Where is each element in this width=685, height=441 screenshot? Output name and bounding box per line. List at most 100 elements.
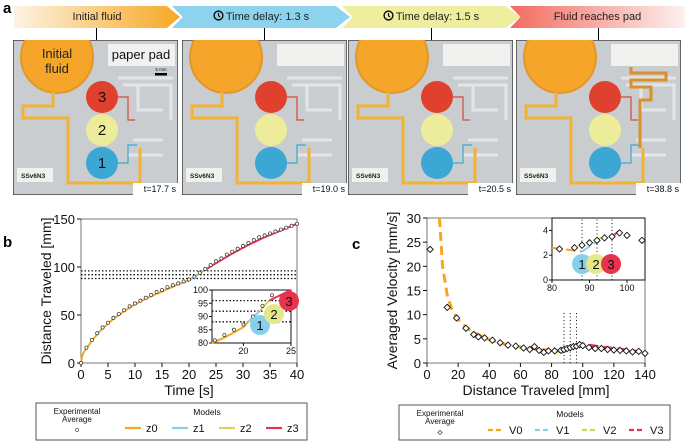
inset-y-tick-label: 0 xyxy=(543,275,548,285)
experimental-point xyxy=(241,243,245,248)
experimental-point xyxy=(615,229,624,237)
inset-x-tick-label: 100 xyxy=(619,283,634,293)
experimental-point xyxy=(578,241,586,250)
inset-y-tick-label: 4 xyxy=(543,225,548,235)
experimental-point xyxy=(89,338,94,342)
svg-text:1: 1 xyxy=(98,155,106,172)
timeline-step-label: Initial fluid xyxy=(72,11,122,23)
experimental-point xyxy=(222,333,227,337)
experimental-point xyxy=(638,236,646,245)
region-marker-2 xyxy=(264,304,284,324)
timeline-pointer xyxy=(96,28,97,40)
clock-icon xyxy=(383,10,394,24)
svg-text:fluid: fluid xyxy=(45,61,69,76)
legend-box xyxy=(35,402,308,441)
x-axis-label: Time [s] xyxy=(164,382,213,398)
experimental-point xyxy=(496,338,504,347)
experimental-point xyxy=(578,341,587,350)
model-line-z3 xyxy=(203,222,298,272)
experimental-point xyxy=(585,343,593,352)
timeline-step: Fluid reaches pad xyxy=(510,6,685,28)
legend-models-title: Models xyxy=(193,407,220,417)
region-marker-3 xyxy=(601,254,621,274)
x-tick-label: 140 xyxy=(634,367,656,382)
experimental-point xyxy=(111,315,116,320)
experimental-point xyxy=(230,249,235,254)
timeline-step-label: Fluid reaches pad xyxy=(553,11,642,23)
experimental-point xyxy=(127,304,132,309)
experimental-point xyxy=(181,279,186,284)
x-tick-label: 35 xyxy=(263,367,277,382)
legend-experimental-title: Average xyxy=(425,417,455,426)
y-tick-label: 25 xyxy=(407,235,421,250)
legend-label-z3: z3 xyxy=(287,423,299,435)
experimental-point xyxy=(214,259,218,264)
inset-y-tick-label: 95 xyxy=(198,298,208,308)
y-tick-label: 0 xyxy=(68,356,75,371)
experimental-point xyxy=(154,290,159,294)
model-line-z0 xyxy=(80,277,193,364)
x-tick-label: 40 xyxy=(290,367,304,382)
legend-models-title: Models xyxy=(556,409,583,419)
x-tick-label: 10 xyxy=(128,367,142,382)
inset-y-tick-label: 85 xyxy=(198,325,208,335)
photo-timestamp: t=20.5 s xyxy=(479,184,512,194)
experimental-point xyxy=(165,285,170,290)
x-tick-label: 0 xyxy=(77,367,84,382)
legend-label-z1: z1 xyxy=(193,423,205,435)
experimental-point xyxy=(544,347,553,355)
experimental-point xyxy=(260,303,265,308)
experimental-point xyxy=(192,274,197,279)
svg-text:3: 3 xyxy=(98,89,106,106)
experimental-point xyxy=(79,361,83,365)
experimental-point xyxy=(555,245,564,253)
model-line-V0 xyxy=(437,217,565,354)
experimental-point xyxy=(84,345,89,350)
x-tick-label: 30 xyxy=(236,367,250,382)
experimental-point xyxy=(268,231,272,236)
experimental-point xyxy=(278,227,283,232)
experimental-point xyxy=(208,263,213,268)
inset-x-tick-label: 80 xyxy=(547,283,557,293)
timeline-pointer xyxy=(264,28,265,40)
legend-label-V2: V2 xyxy=(603,425,616,437)
paper-pad-label: paper pad xyxy=(112,47,171,62)
region-marker-3 xyxy=(279,291,299,311)
experimental-point xyxy=(610,346,618,354)
experimental-point xyxy=(452,314,461,322)
x-tick-label: 20 xyxy=(182,367,196,382)
legend-experimental-title: Experimental xyxy=(54,407,101,416)
experimental-point xyxy=(138,298,143,303)
experimental-point xyxy=(106,320,110,325)
inset-x-tick-label: 25 xyxy=(286,346,296,356)
experimental-point xyxy=(133,301,137,306)
experimental-point xyxy=(197,270,202,275)
experimental-point xyxy=(170,283,175,288)
timeline-step: Time delay: 1.3 s xyxy=(172,6,350,28)
experimental-point xyxy=(623,231,631,240)
experimental-point xyxy=(95,331,100,336)
experimental-point xyxy=(143,295,148,300)
y-axis-label: Distance Traveled [mm] xyxy=(38,217,54,364)
y-tick-label: 50 xyxy=(61,308,75,323)
region-marker-label: 2 xyxy=(592,257,599,272)
experimental-point xyxy=(235,246,240,251)
y-tick-label: 15 xyxy=(407,284,421,299)
inset-x-tick-label: 20 xyxy=(238,346,248,356)
experimental-point xyxy=(488,336,497,345)
legend-experimental-title: Experimental xyxy=(417,409,464,418)
experimental-point xyxy=(600,234,609,242)
experimental-point xyxy=(160,288,164,292)
experimental-point xyxy=(212,338,217,343)
x-tick-label: 40 xyxy=(482,367,496,382)
y-tick-label: 100 xyxy=(53,260,75,275)
experimental-point xyxy=(187,277,191,282)
experimental-point xyxy=(591,344,599,353)
experimental-point xyxy=(231,327,236,332)
y-tick-label: 5 xyxy=(414,332,421,347)
experimental-point xyxy=(641,349,649,358)
experimental-point xyxy=(251,238,256,243)
photo-timestamp: t=38.8 s xyxy=(647,184,680,194)
chip-id: SSv6N3 xyxy=(190,173,215,180)
